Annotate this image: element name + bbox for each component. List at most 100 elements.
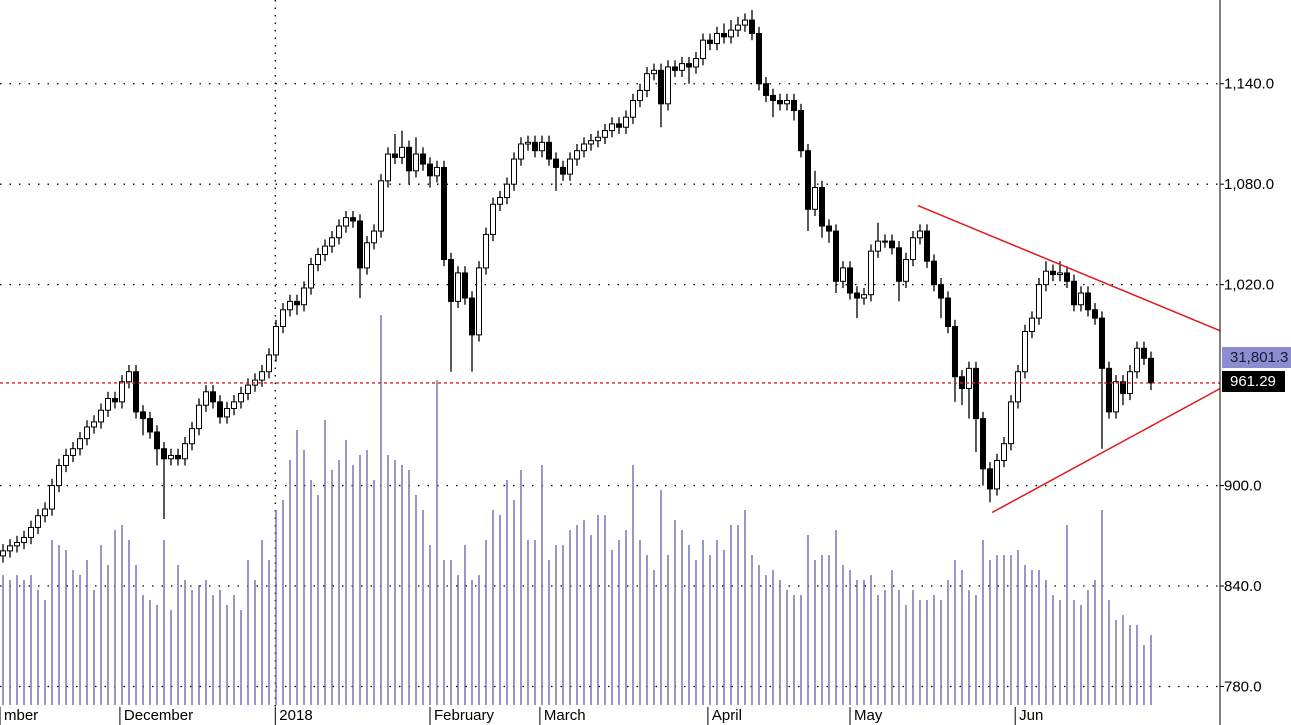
candle-body [1028,317,1035,333]
candle-body [979,418,986,470]
candle-body [280,309,287,328]
candle-body [734,24,741,31]
candle-body [433,166,440,177]
candle-body [329,237,336,247]
candle-body [112,397,119,403]
candle-body [657,69,664,105]
candle-body [986,468,993,490]
candle-body [98,409,105,423]
candle-body [399,146,406,158]
candle-body [755,32,762,85]
x-tick-label: Jun [1019,707,1043,724]
candle-body [70,448,77,456]
candle-body [615,123,622,128]
candle-body [392,153,399,158]
candle-body [196,404,203,430]
candle-body [259,371,266,381]
candle-body [608,123,615,132]
candle-body [412,153,419,172]
candle-body [496,197,503,205]
candle-body [1014,371,1021,403]
candle-body [916,230,923,239]
x-tick-label: mber [4,707,38,724]
candle-body [49,485,56,510]
candle-body [832,230,839,282]
candle-body [881,240,888,243]
volume-layer [2,315,1152,705]
candle-body [902,259,909,282]
candle-body [531,141,538,152]
candle-body [853,292,860,299]
candle-body [888,240,895,249]
x-tick-label: December [124,707,193,724]
candle-body [1147,357,1154,384]
y-tick-label: 840.0 [1224,578,1262,595]
candle-body [126,371,133,383]
candle-body [825,225,832,232]
candle-body [315,254,322,266]
candle-body [594,136,601,142]
y-tick-label: 1,080.0 [1224,176,1274,193]
trendline [991,387,1221,514]
candle-body [517,143,524,160]
candle-body [231,401,238,410]
candle-body [776,99,783,105]
candle-body [846,267,853,294]
candle-body [601,130,608,138]
candle-body [1035,284,1042,319]
candle-body [930,260,937,286]
candle-body [105,397,112,411]
candle-body [203,391,210,406]
candle-body [189,428,196,445]
candle-body [63,454,70,466]
candle-body [224,408,231,418]
candle-body [91,421,98,428]
candle-body [790,99,797,112]
candle-body [692,58,699,68]
candle-body [77,438,84,450]
x-tick-label: March [544,707,586,724]
candle-body [336,225,343,239]
candle-body [706,39,713,45]
candle-body [266,354,273,373]
candle-body [440,166,447,261]
candle-body [643,73,650,91]
label-layer: 1,140.0 1,080.0 1,020.0 900.0 840.0 780.0 mber… [4,76,1291,724]
candle-body [364,242,371,269]
candle-body [84,426,91,440]
candle-body [1091,309,1098,319]
candle-body [35,515,42,528]
candle-body [587,140,594,145]
candle-body [182,443,189,460]
candle-body [552,158,559,168]
candle-body [636,89,643,101]
candle-body [1063,272,1070,282]
candle-body [245,384,252,394]
candle-body [860,294,867,299]
candle-body [14,541,21,547]
candle-body [1049,270,1056,276]
candle-body [482,233,489,269]
candle-body [944,297,951,328]
candle-body [405,146,412,172]
volume-label: 31,801.3 [1230,349,1288,366]
candle-body [867,250,874,296]
candle-body [762,83,769,96]
candle-body [678,63,685,71]
candle-body [350,217,357,222]
candle-body [301,287,308,306]
candle-body [965,367,972,389]
candle-body [308,264,315,289]
candle-body [1007,401,1014,445]
candle-body [545,141,552,160]
candle-body [1105,367,1112,413]
candle-body [0,550,7,557]
candle-body [1021,331,1028,373]
candle-body [622,116,629,128]
candle-body [874,240,881,252]
candle-body [294,300,301,306]
candle-body [28,526,35,538]
candle-body [357,220,364,269]
candle-body [1140,347,1147,359]
